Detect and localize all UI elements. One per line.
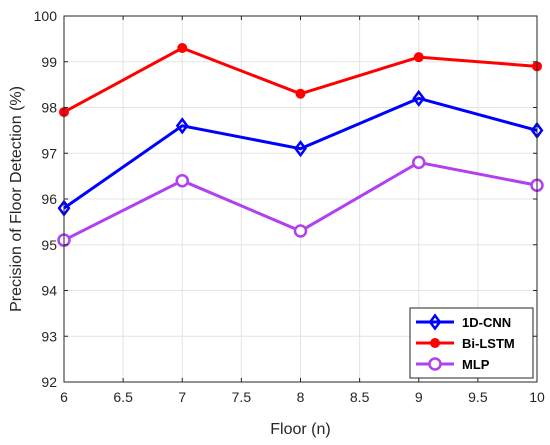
x-tick-label: 7 xyxy=(178,389,186,405)
x-axis-title: Floor (n) xyxy=(270,421,330,438)
series-layer xyxy=(57,43,544,247)
x-tick-label: 8 xyxy=(297,389,305,405)
x-tick-label: 8.5 xyxy=(350,389,370,405)
y-tick-label: 94 xyxy=(41,283,57,299)
legend-label: 1D-CNN xyxy=(462,315,511,330)
x-tick-label: 6 xyxy=(60,389,68,405)
series-line xyxy=(63,96,538,210)
legend-marker xyxy=(428,313,442,331)
x-tick-label: 7.5 xyxy=(232,389,252,405)
y-tick-label: 93 xyxy=(41,328,57,344)
data-point xyxy=(175,117,189,135)
data-point xyxy=(412,89,426,107)
data-point xyxy=(295,88,306,99)
legend-item: MLP xyxy=(416,357,490,372)
legend-label: MLP xyxy=(462,357,490,372)
data-point xyxy=(177,43,188,54)
data-point xyxy=(293,224,308,238)
legend-marker xyxy=(428,357,442,371)
legend-label: Bi-LSTM xyxy=(462,336,515,351)
data-point xyxy=(413,52,424,63)
y-tick-label: 95 xyxy=(41,237,57,253)
legend-marker xyxy=(430,338,440,348)
legend-item: Bi-LSTM xyxy=(416,336,515,351)
data-point xyxy=(412,155,426,170)
x-tick-label: 10 xyxy=(529,389,545,405)
data-point xyxy=(175,173,189,188)
x-tick-label: 9.5 xyxy=(468,389,488,405)
y-tick-label: 98 xyxy=(41,100,57,116)
x-tick-label: 6.5 xyxy=(113,389,133,405)
tick-labels: 6 6.5 7 7.5 8 8.5 9 9.5 10 92 93 94 95 96 97 98 99 100 xyxy=(34,8,545,405)
data-point xyxy=(294,140,307,158)
legend: 1D-CNN Bi-LSTM MLP xyxy=(409,307,534,379)
y-tick-label: 92 xyxy=(41,374,57,390)
y-axis-title: Precision of Floor Detection (%) xyxy=(8,86,25,312)
x-tick-label: 9 xyxy=(415,389,423,405)
y-tick-label: 97 xyxy=(41,145,57,161)
y-tick-label: 99 xyxy=(41,54,57,70)
y-tick-label: 100 xyxy=(34,8,58,24)
y-tick-label: 96 xyxy=(41,191,57,207)
legend-item: 1D-CNN xyxy=(416,313,511,331)
